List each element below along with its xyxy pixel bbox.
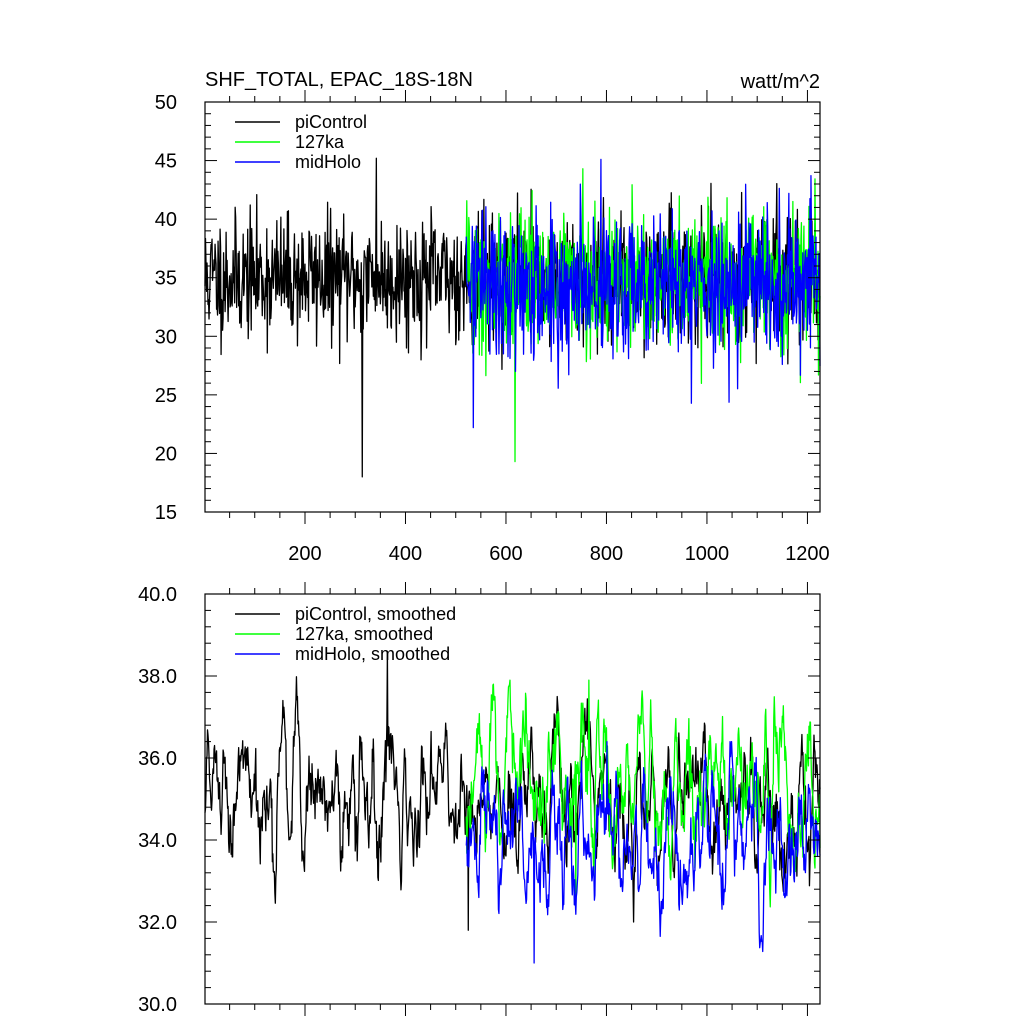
y-tick-label: 40.0 (138, 584, 177, 606)
bottom-panel: 30.0 32.0 34.0 36.0 38.0 40.0 piControl, smoo… (138, 582, 821, 1016)
y-tick-label: 30.0 (138, 994, 177, 1016)
y-tick-label: 45 (155, 151, 177, 173)
y-tick-label: 25 (155, 385, 177, 407)
x-tick-label: 1000 (685, 543, 730, 565)
y-tick-label: 20 (155, 443, 177, 465)
legend-label: midHolo, smoothed (295, 644, 450, 664)
legend-label: piControl, smoothed (295, 604, 456, 624)
y-tick-label: 50 (155, 92, 177, 114)
y-tick-label: 32.0 (138, 912, 177, 934)
series-line-2 (465, 679, 821, 911)
legend-label: 127ka, smoothed (295, 624, 433, 644)
legend-label: midHolo (295, 152, 361, 172)
series-lines (204, 157, 821, 478)
y-tick-label: 38.0 (138, 666, 177, 688)
axis-ticks: 15 20 25 30 35 40 45 50 200 400 600 800 1000 1200 (155, 90, 830, 565)
y-tick-label: 15 (155, 502, 177, 524)
series-line-3 (465, 158, 821, 429)
x-tick-label: 600 (489, 543, 522, 565)
y-tick-label: 34.0 (138, 830, 177, 852)
axis-ticks: 30.0 32.0 34.0 36.0 38.0 40.0 (138, 582, 820, 1016)
x-tick-label: 400 (389, 543, 422, 565)
units-label: watt/m^2 (740, 71, 820, 93)
series-lines (204, 650, 821, 964)
top-panel: SHF_TOTAL, EPAC_18S-18N watt/m^2 15 20 25 3… (155, 69, 830, 565)
y-tick-label: 35 (155, 268, 177, 290)
chart-title: SHF_TOTAL, EPAC_18S-18N (205, 69, 473, 91)
y-tick-label: 36.0 (138, 748, 177, 770)
legend-label: piControl (295, 112, 367, 132)
y-tick-label: 40 (155, 209, 177, 231)
x-tick-label: 200 (288, 543, 321, 565)
series-line-3 (465, 740, 821, 964)
x-tick-label: 1200 (785, 543, 830, 565)
x-tick-label: 800 (590, 543, 623, 565)
legend-label: 127ka (295, 132, 345, 152)
plot-frame (204, 101, 821, 513)
plot-frame (204, 593, 821, 1005)
y-tick-label: 30 (155, 326, 177, 348)
